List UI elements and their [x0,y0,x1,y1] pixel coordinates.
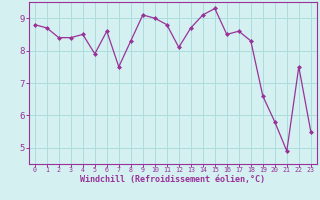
X-axis label: Windchill (Refroidissement éolien,°C): Windchill (Refroidissement éolien,°C) [80,175,265,184]
